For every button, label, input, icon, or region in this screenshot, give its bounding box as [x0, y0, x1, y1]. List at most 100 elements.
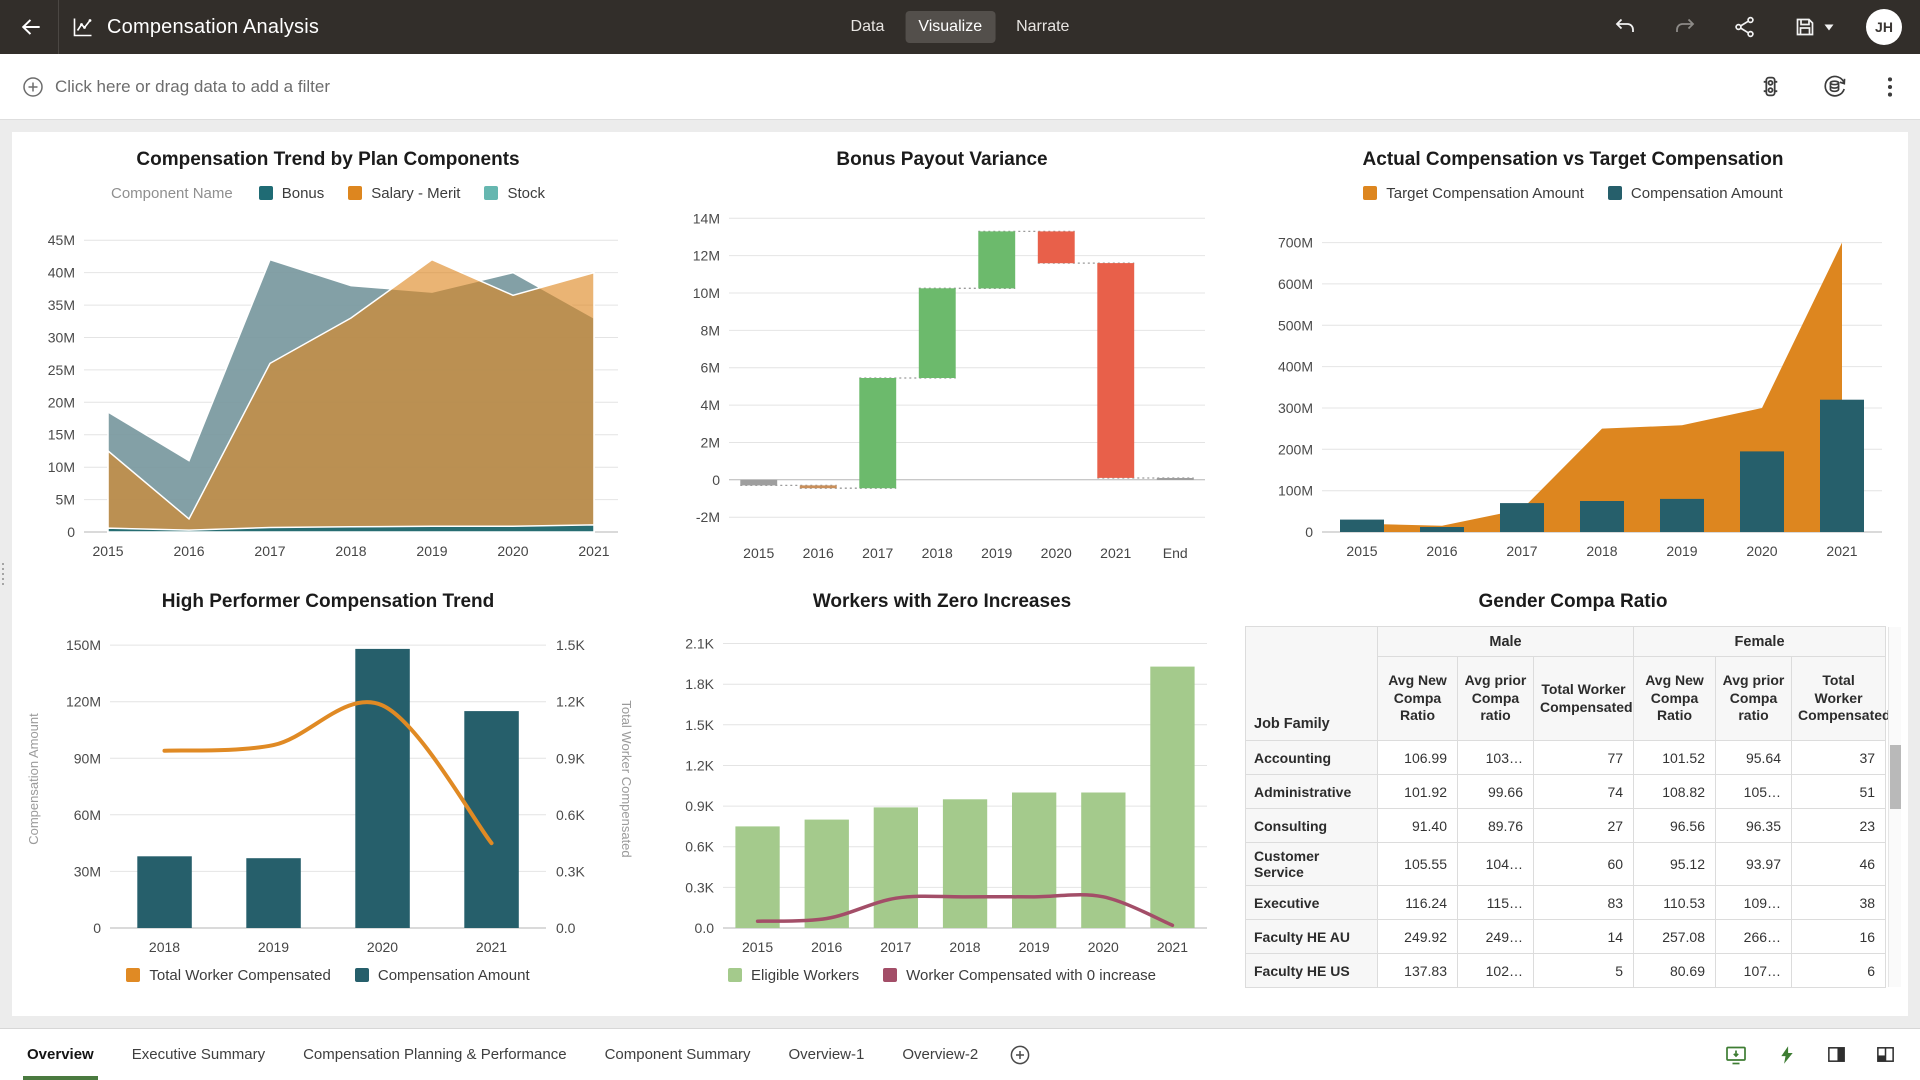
- legend-item-bonus[interactable]: Bonus: [258, 185, 324, 202]
- row-header: Consulting: [1245, 808, 1378, 843]
- legend-item-total-worker-compensated[interactable]: Total Worker Compensated: [126, 966, 331, 984]
- table-row-executive[interactable]: Executive 116.24 115… 83 110.53 109… 38: [1245, 885, 1887, 920]
- canvas-tab-overview-1[interactable]: Overview-1: [775, 1029, 877, 1080]
- combo-chart[interactable]: 0 100M 200M 300M 400M 500M 600M 700M 2015 2016 201…: [1250, 210, 1896, 566]
- limit-values-button[interactable]: [1754, 70, 1787, 103]
- svg-text:5M: 5M: [56, 492, 75, 508]
- legend-swatch: [728, 968, 743, 982]
- canvas-tab-component-summary[interactable]: Component Summary: [592, 1029, 764, 1080]
- viz-gender-compa-ratio: Gender Compa Ratio Job Family Male Female A…: [1242, 576, 1904, 1014]
- svg-text:14M: 14M: [693, 210, 720, 226]
- add-filter-prompt[interactable]: Click here or drag data to add a filter: [55, 76, 330, 96]
- add-filter-icon[interactable]: [22, 76, 44, 98]
- canvas-tab-overview[interactable]: Overview: [14, 1029, 107, 1080]
- back-button[interactable]: [14, 10, 48, 44]
- table-cell: 89.76: [1457, 808, 1534, 843]
- legend-item-worker-compensated-with-0-increase[interactable]: Worker Compensated with 0 increase: [883, 967, 1156, 984]
- table-cell: 103…: [1457, 740, 1534, 775]
- svg-text:2020: 2020: [497, 543, 528, 559]
- chart-title: High Performer Compensation Trend: [161, 591, 495, 612]
- column-header-female-avg-prior-compa-ratio[interactable]: Avg prior Compa ratio: [1715, 656, 1793, 741]
- legend-swatch: [484, 186, 499, 200]
- add-canvas-button[interactable]: [1009, 1044, 1031, 1066]
- svg-text:2020: 2020: [1088, 939, 1119, 955]
- table-row-faculty-he-us[interactable]: Faculty HE US 137.83 102… 5 80.69 107… 6: [1245, 953, 1887, 988]
- svg-text:10M: 10M: [693, 285, 720, 301]
- table-row-consulting[interactable]: Consulting 91.40 89.76 27 96.56 96.35 23: [1245, 808, 1887, 843]
- bar-line-chart[interactable]: 0.0 0.3K 0.6K 0.9K 1.2K 1.5K 1.8K 2.1K 2015 2016 2…: [659, 618, 1225, 958]
- viz-bonus-payout-variance: Bonus Payout Variance -2M 0 2M 4M 6M 8M 10M 12M…: [651, 134, 1233, 572]
- table-row-customer-service[interactable]: Customer Service 105.55 104… 60 95.12 93.97 46: [1245, 842, 1887, 886]
- svg-text:10M: 10M: [48, 459, 75, 475]
- column-header-job-family[interactable]: Job Family: [1245, 626, 1378, 741]
- table-row-faculty-he-au[interactable]: Faculty HE AU 249.92 249… 14 257.08 266… 16: [1245, 919, 1887, 954]
- legend-label: Total Worker Compensated: [149, 966, 331, 984]
- top-app-bar: Compensation Analysis Data Visualize Narra…: [0, 0, 1920, 54]
- legend-item-eligible-workers[interactable]: Eligible Workers: [728, 967, 859, 984]
- table-cell: 23: [1791, 808, 1887, 843]
- canvas-resize-handle[interactable]: [2, 563, 4, 585]
- auto-apply-button[interactable]: [1772, 1040, 1802, 1070]
- table-cell: 51: [1791, 774, 1887, 809]
- area-chart[interactable]: 0 5M 10M 15M 20M 25M 30M 35M 40M 45M 2015 2016 2017 2…: [22, 210, 634, 566]
- svg-text:2020: 2020: [1746, 543, 1777, 559]
- legend-item-salary-merit[interactable]: Salary - Merit: [348, 185, 460, 202]
- bottom-bar-actions: [1720, 1039, 1914, 1071]
- refresh-data-button[interactable]: [1817, 69, 1852, 104]
- table-cell: 74: [1532, 774, 1635, 809]
- redo-button[interactable]: [1669, 11, 1701, 43]
- svg-text:2021: 2021: [578, 543, 609, 559]
- svg-text:4M: 4M: [701, 397, 720, 413]
- save-button[interactable]: [1789, 11, 1838, 43]
- legend-label: Compensation Amount: [1630, 184, 1783, 202]
- column-group-male[interactable]: Male: [1376, 626, 1635, 657]
- mode-tab-data[interactable]: Data: [838, 11, 898, 43]
- monitor-arrow-icon: [1726, 1046, 1746, 1064]
- svg-text:700M: 700M: [1278, 235, 1313, 251]
- svg-text:2019: 2019: [1666, 543, 1697, 559]
- canvas-tab-executive-summary[interactable]: Executive Summary: [119, 1029, 278, 1080]
- column-header-male-total-worker-compensated[interactable]: Total Worker Compensated: [1532, 656, 1635, 741]
- bar-line-chart[interactable]: 0 30M 60M 90M 120M 150M 2018 2019 2020 2021 0.0 0.3…: [22, 618, 634, 958]
- refresh-data-icon: [1824, 75, 1846, 97]
- table-row-administrative[interactable]: Administrative 101.92 99.66 74 108.82 105… 51: [1245, 774, 1887, 809]
- table-cell: 6: [1791, 953, 1887, 988]
- svg-text:2019: 2019: [981, 545, 1012, 561]
- svg-text:2019: 2019: [1019, 939, 1050, 955]
- chart-legend: Component Name Bonus Salary - Merit Stock: [111, 176, 545, 210]
- column-group-female[interactable]: Female: [1633, 626, 1887, 657]
- waterfall-chart[interactable]: -2M 0 2M 4M 6M 8M 10M 12M 14M 2015 2016 2017 2018 201…: [659, 176, 1225, 568]
- mode-tab-narrate[interactable]: Narrate: [1003, 11, 1082, 43]
- table-scrollbar[interactable]: [1888, 627, 1901, 987]
- present-canvas-button[interactable]: [1720, 1039, 1752, 1071]
- column-header-female-total-worker-compensated[interactable]: Total Worker Compensated: [1791, 656, 1891, 741]
- add-canvas-icon: [1010, 1045, 1030, 1064]
- svg-text:0.0: 0.0: [695, 920, 715, 936]
- avatar[interactable]: JH: [1866, 9, 1902, 45]
- column-header-male-avg-new-compa-ratio[interactable]: Avg New Compa Ratio: [1377, 656, 1458, 741]
- caret-down-icon: [1824, 24, 1834, 30]
- redo-icon: [1676, 18, 1695, 32]
- legend-item-target-compensation-amount[interactable]: Target Compensation Amount: [1363, 185, 1584, 202]
- kebab-menu-icon: [1887, 76, 1893, 97]
- legend-item-compensation-amount[interactable]: Compensation Amount: [354, 967, 530, 984]
- share-button[interactable]: [1729, 11, 1761, 43]
- layout-split-button[interactable]: [1871, 1040, 1900, 1069]
- canvas-tab-overview-2[interactable]: Overview-2: [889, 1029, 991, 1080]
- table-row-accounting[interactable]: Accounting 106.99 103… 77 101.52 95.64 37: [1245, 740, 1887, 775]
- legend-item-compensation-amount[interactable]: Compensation Amount: [1607, 184, 1783, 202]
- mode-tab-visualize[interactable]: Visualize: [905, 11, 996, 43]
- column-header-male-avg-prior-compa-ratio[interactable]: Avg prior Compa ratio: [1457, 656, 1534, 741]
- svg-text:2016: 2016: [811, 939, 842, 955]
- canvas-tab-compensation-planning-performance[interactable]: Compensation Planning & Performance: [290, 1029, 579, 1080]
- legend-item-stock[interactable]: Stock: [484, 185, 545, 202]
- layout-side-panel-button[interactable]: [1822, 1040, 1851, 1069]
- undo-button[interactable]: [1609, 11, 1641, 43]
- table-cell: 106.99: [1377, 740, 1458, 775]
- table-cell: 91.40: [1377, 808, 1458, 843]
- menu-button[interactable]: [1882, 70, 1898, 104]
- table-cell: 14: [1532, 919, 1635, 954]
- column-header-female-avg-new-compa-ratio[interactable]: Avg New Compa Ratio: [1633, 656, 1717, 741]
- table-scrollbar-thumb[interactable]: [1890, 745, 1901, 809]
- compa-ratio-table[interactable]: Job Family Male Female Avg New Compa Ratio A…: [1245, 626, 1891, 988]
